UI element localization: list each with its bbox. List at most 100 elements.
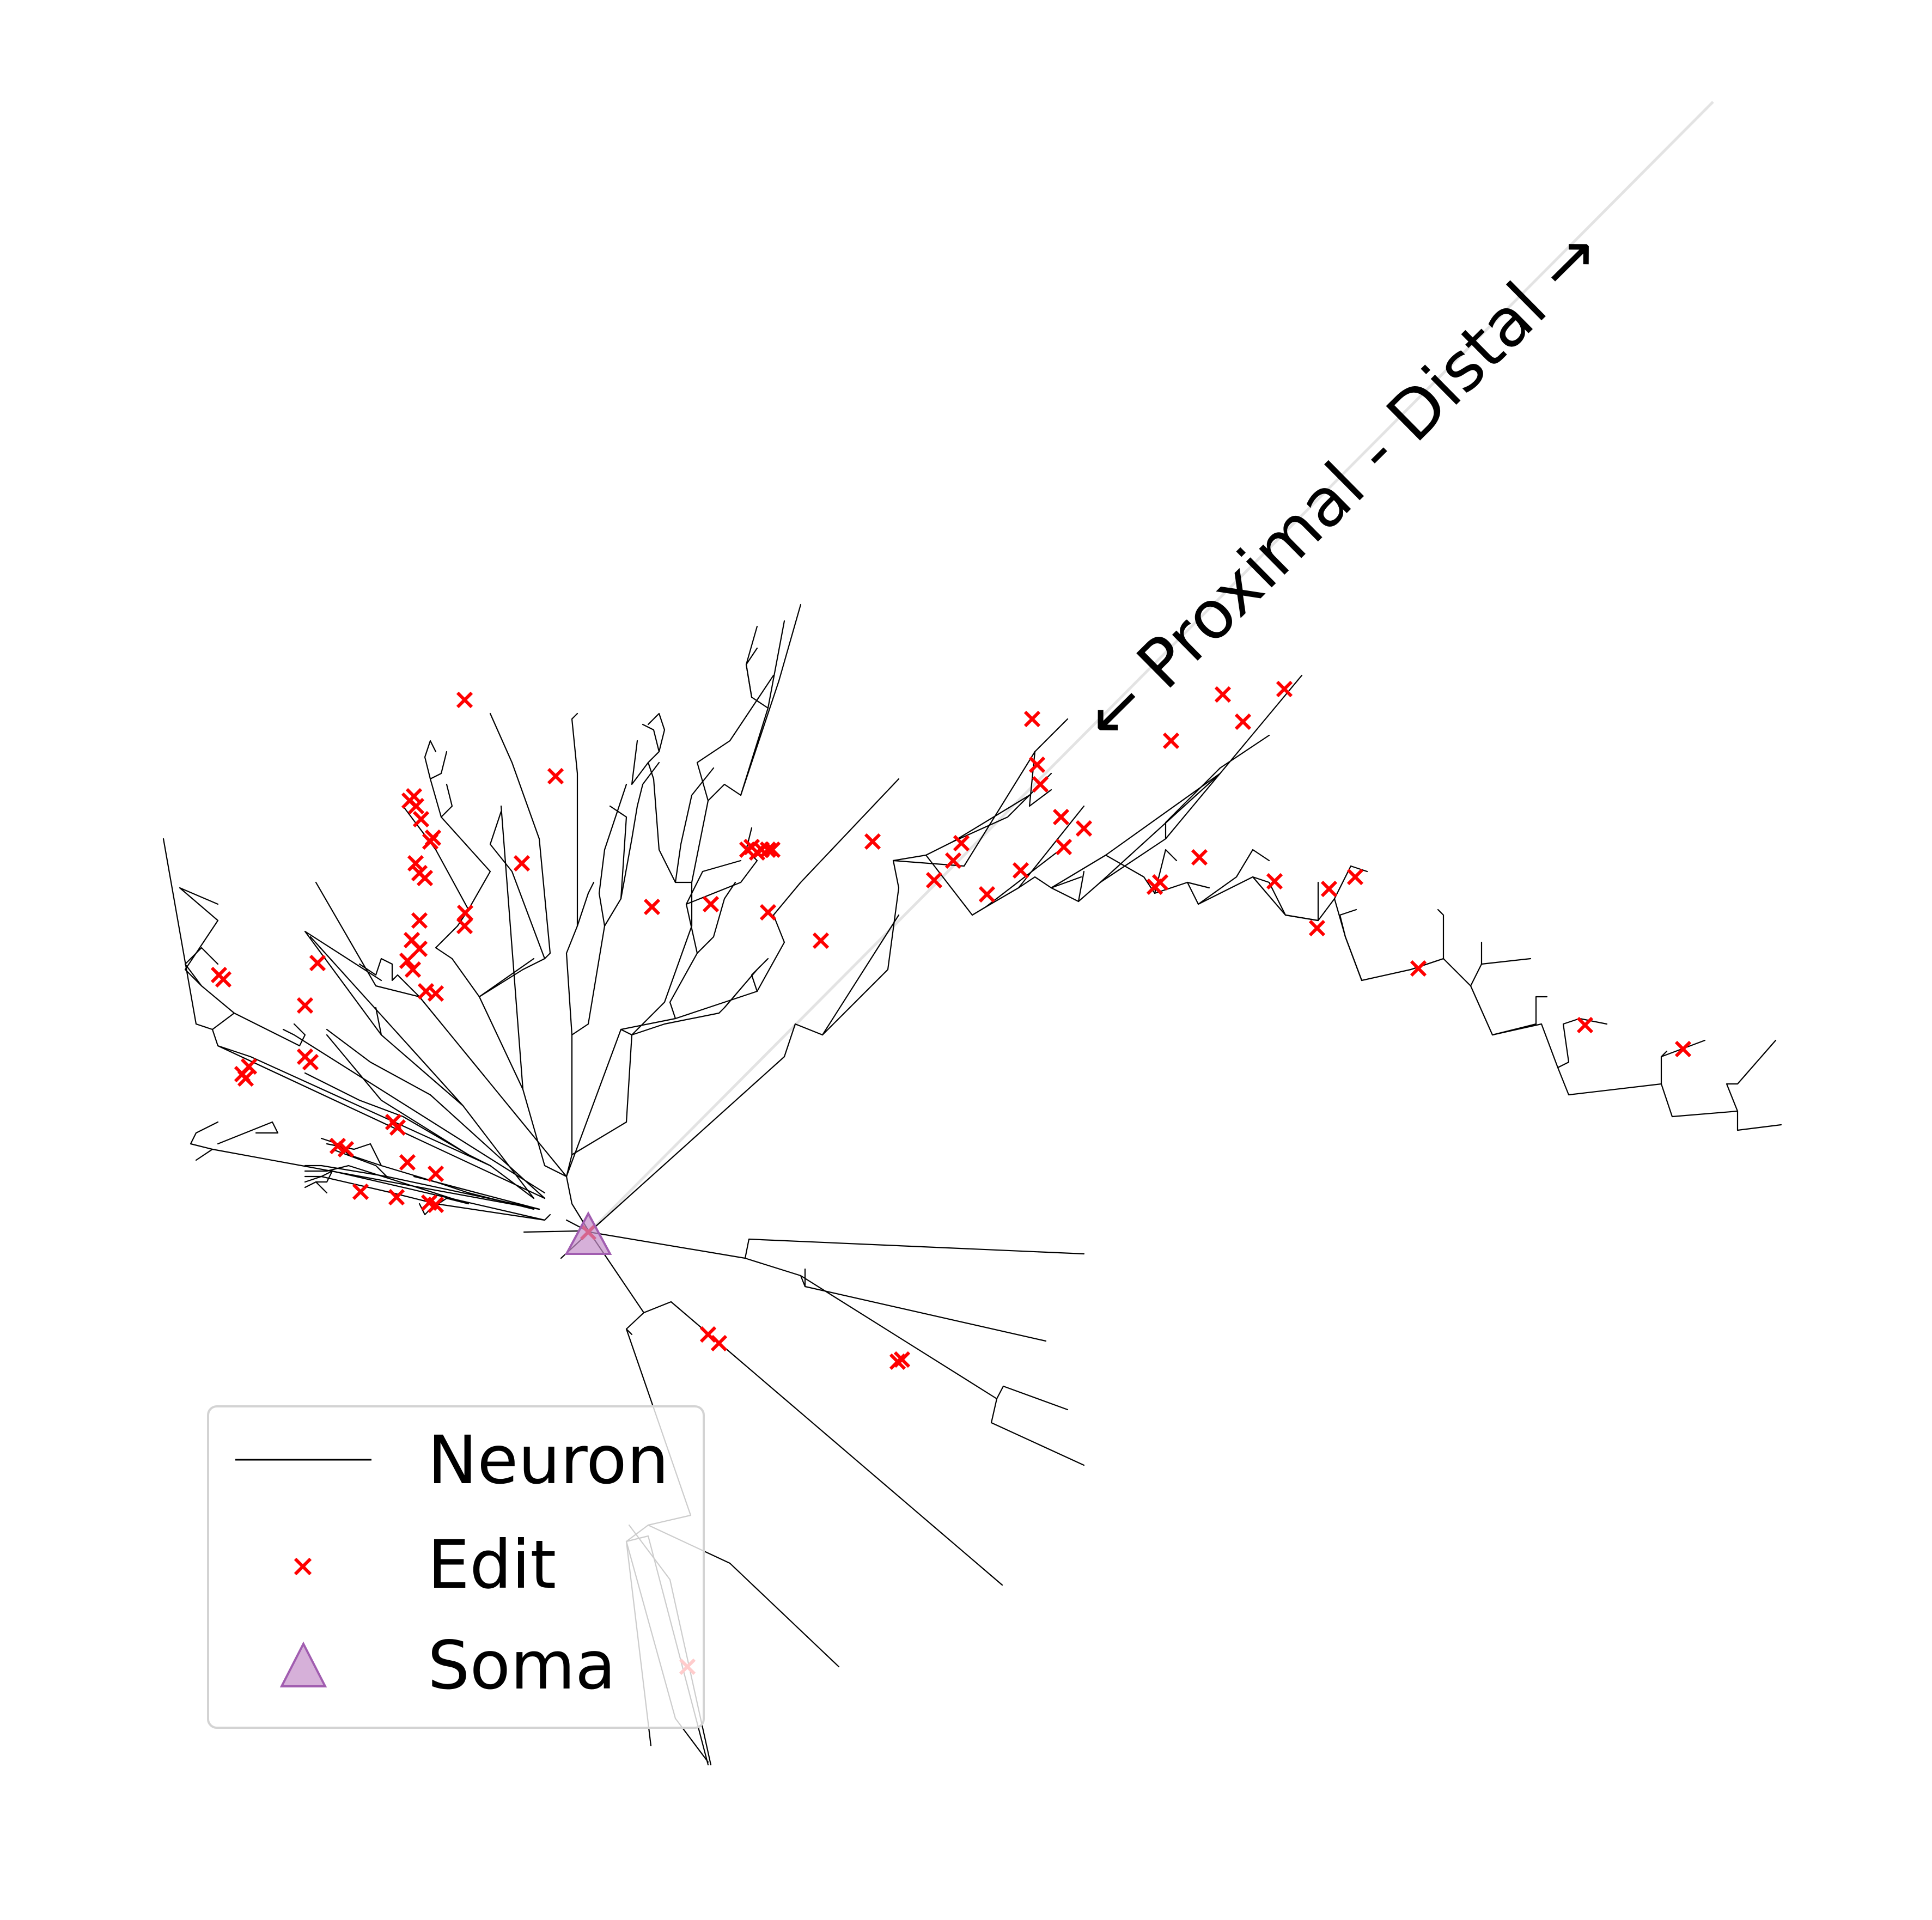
neuron-branch [304, 1181, 328, 1194]
neuron-branch [674, 767, 715, 883]
neuron-branch [489, 712, 551, 960]
neuron-branch [571, 783, 627, 1156]
neuron-branch [326, 1028, 546, 1199]
neuron-branch [604, 805, 627, 927]
neuron-branch [435, 925, 480, 998]
neuron-branch [402, 805, 470, 927]
neuron-branch [565, 778, 900, 1233]
edit-markers [210, 680, 1692, 1675]
neuron-branch [309, 936, 464, 1107]
proximal-distal-annotation: ← Proximal - Distal → [1068, 214, 1616, 758]
neuron-branch [304, 930, 382, 1036]
edit-marker [1234, 713, 1252, 730]
neuron-branch [740, 680, 780, 796]
edit-marker [388, 1188, 405, 1206]
edit-marker [407, 855, 424, 872]
edit-marker [1075, 820, 1093, 837]
neuron-branch [331, 1148, 540, 1210]
edit-marker [864, 833, 881, 850]
proximal-distal-axis-line [588, 101, 1714, 1233]
neuron-branch [1339, 909, 1363, 982]
edit-marker [1674, 1040, 1692, 1058]
neuron-branch [696, 881, 736, 954]
neuron-branch [162, 838, 546, 1199]
edit-marker [1023, 710, 1041, 728]
neuron-branch [184, 947, 235, 1031]
edit-marker [702, 895, 720, 913]
edit-marker [405, 788, 423, 805]
neuron-branch [990, 1398, 1085, 1466]
edit-marker [1320, 880, 1338, 898]
neuron-branch [631, 674, 775, 1036]
edit-marker [1266, 873, 1283, 890]
neuron-branch [478, 958, 535, 998]
neuron-branch [800, 1275, 1069, 1411]
neuron-branch [304, 1165, 388, 1178]
neuron-branch [1252, 876, 1319, 922]
neuron-branch [1660, 1039, 1777, 1118]
edit-marker [456, 904, 474, 922]
edit-marker [411, 940, 428, 958]
neuron-branch [669, 827, 758, 1020]
edit-marker [427, 985, 444, 1002]
neuron-branch [500, 805, 524, 1090]
neuron-branch [424, 740, 442, 818]
edit-marker [404, 961, 422, 978]
neuron-branch [707, 625, 769, 802]
neuron-branch [326, 1034, 535, 1199]
edit-marker [1028, 756, 1046, 773]
edit-marker [1214, 686, 1232, 703]
neuron-branch [1442, 941, 1483, 987]
neuron-branch [1186, 849, 1270, 905]
edit-marker [925, 871, 943, 889]
neuron-branch [1736, 1110, 1782, 1131]
neuron-branch [282, 1028, 546, 1194]
edit-marker [215, 971, 232, 988]
edit-marker [1410, 960, 1427, 977]
legend: Neuron Edit Soma [207, 1405, 705, 1729]
edit-marker [944, 852, 962, 869]
neuron-branch [1317, 865, 1368, 922]
neuron-branch [544, 1214, 551, 1221]
neuron-branch [778, 604, 802, 682]
edit-marker [302, 1053, 319, 1071]
neuron-branch [985, 805, 1085, 908]
neuron-branch [588, 1231, 1085, 1259]
edit-marker [337, 1141, 355, 1158]
edit-marker [1576, 1016, 1594, 1034]
edit-marker [893, 1351, 911, 1368]
neuron-branch [1099, 772, 1221, 883]
edit-marker [411, 912, 428, 929]
legend-neuron-label: Neuron [428, 1422, 669, 1499]
neuron-branch [625, 1328, 633, 1336]
neuron-branch [647, 712, 666, 753]
edit-marker [812, 932, 830, 949]
edit-marker [416, 869, 434, 887]
neuron-branch [1470, 985, 1548, 1036]
neuron-branch [767, 620, 785, 709]
edit-marker [309, 954, 326, 972]
soma-marker [564, 1211, 612, 1255]
neuron-branch [315, 1170, 333, 1183]
neuron-branch [971, 851, 1058, 916]
legend-edit-label: Edit [428, 1526, 556, 1604]
neuron-branch [620, 968, 758, 1036]
neuron-branch [1219, 734, 1270, 769]
neuron-branch [304, 1072, 470, 1156]
neuron-branch [821, 751, 1036, 1036]
neuron-branch [375, 1007, 535, 1199]
neuron-branch [631, 740, 693, 883]
edit-marker [1191, 849, 1208, 866]
neuron-branch [1197, 876, 1319, 922]
neuron-branch [588, 1231, 1003, 1586]
neuron-branch [642, 723, 660, 764]
edit-marker [1032, 776, 1049, 793]
edit-marker [643, 898, 661, 916]
neuron-branch [745, 647, 758, 698]
neuron-branch [1077, 870, 1085, 903]
neuron-branch [190, 1121, 219, 1150]
neuron-branch [744, 1257, 1047, 1342]
edit-marker [456, 917, 473, 935]
edit-marker [427, 1196, 444, 1214]
edit-marker [456, 691, 473, 709]
